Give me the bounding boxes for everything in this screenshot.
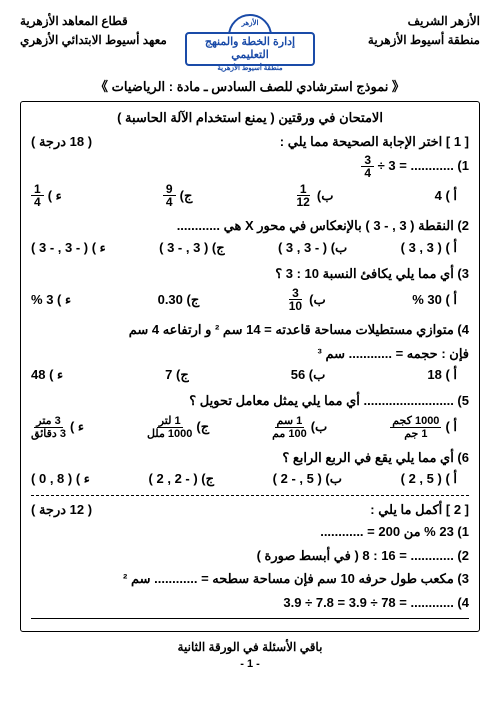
q4-opt-c: ج) 7 (165, 367, 189, 383)
exam-frame: الامتحان في ورقتين ( يمنع استخدام الآلة … (20, 101, 480, 632)
q1-options: أ ) 4 ب) 112 ج) 94 ء ) 14 (31, 183, 457, 208)
q6-options: أ ) ( 5 , 2 ) ب) ( 5 , - 2 ) ج) ( - 2 , … (31, 471, 457, 487)
q4-sub: فإن : حجمه = ............ سم ³ (31, 344, 469, 364)
section-2-marks: ( 12 درجة ) (31, 502, 92, 518)
fill-1: 1) 23 % من 200 = ............ (31, 522, 469, 542)
section-1-title: [ 1 ] اختر الإجابة الصحيحة مما يلي : (280, 134, 469, 150)
section-2-head: [ 2 ] أكمل ما يلي : ( 12 درجة ) (31, 502, 469, 518)
q3-text: 3) أي مما يلي يكافئ النسبة 10 : 3 ؟ (31, 264, 469, 284)
logo: الأزهر إدارة الخطة والمنهج التعليمي منطق… (185, 12, 315, 72)
fill-4: 4) ............ = 78 ÷ 3.9 = 7.8 ÷ 3.9 (31, 593, 469, 613)
q3-opt-a: أ ) 30 % (412, 292, 457, 308)
fill-3: 3) مكعب طول حرفه 10 سم فإن مساحة سطحه = … (31, 569, 469, 589)
doc-title: 《 نموذج استرشادي للصف السادس ـ مادة : ال… (20, 76, 480, 95)
org-line-3: قطاع المعاهد الأزهرية (20, 12, 180, 31)
section-1-marks: ( 18 درجة ) (31, 134, 92, 150)
q5-opt-d: ء ) 3 متر3 دقائق (31, 415, 84, 440)
q5-opt-a: أ ) 1000 كجم1 جم (390, 415, 457, 440)
q4-opt-a: أ ) 18 (427, 367, 457, 383)
header-right: الأزهر الشريف منطقة أسيوط الأزهرية (320, 12, 480, 50)
q2-opt-d: ء ) ( - 3 , - 3 ) (31, 240, 106, 256)
divider-solid (31, 618, 469, 619)
q6-opt-b: ب) ( 5 , - 2 ) (273, 471, 342, 487)
header-left: قطاع المعاهد الأزهرية معهد أسيوط الابتدا… (20, 12, 180, 50)
q6-opt-c: ج) ( - 2 , 2 ) (149, 471, 214, 487)
q4-text: 4) متوازي مستطيلات مساحة قاعدته = 14 سم … (31, 320, 469, 340)
q1-frac: 3 4 (361, 154, 374, 179)
logo-banner: إدارة الخطة والمنهج التعليمي (185, 32, 315, 66)
section-2-title: [ 2 ] أكمل ما يلي : (370, 502, 469, 518)
header: الأزهر الشريف منطقة أسيوط الأزهرية الأزه… (20, 12, 480, 72)
q6-text: 6) أي مما يلي يقع في الربع الرابع ؟ (31, 448, 469, 468)
q2-opt-b: ب) ( - 3 , 3 ) (278, 240, 347, 256)
fill-2: 2) ............ = 16 : 8 ( في أبسط صورة … (31, 546, 469, 566)
q5-text: 5) ......................... أي مما يلي … (31, 391, 469, 411)
q1-opt-c: ج) 94 (163, 183, 192, 208)
q6-opt-a: أ ) ( 5 , 2 ) (401, 471, 457, 487)
org-line-1: الأزهر الشريف (320, 12, 480, 31)
q6-opt-d: ء ) ( 8 , 0 ) (31, 471, 90, 487)
q4-options: أ ) 18 ب) 56 ج) 7 ء ) 48 (31, 367, 457, 383)
q3-opt-d: ء ) 3 % (31, 292, 71, 308)
q1: 1) ............ = 3 ÷ 3 4 (31, 154, 469, 179)
org-line-4: معهد أسيوط الابتدائي الأزهري (20, 31, 180, 50)
section-1-head: [ 1 ] اختر الإجابة الصحيحة مما يلي : ( 1… (31, 134, 469, 150)
exam-title: الامتحان في ورقتين ( يمنع استخدام الآلة … (31, 110, 469, 126)
q5-opt-b: ب) 1 سم100 مم (272, 415, 327, 440)
q1-opt-a: أ ) 4 (435, 188, 457, 204)
q3-opt-b: ب) 310 (286, 287, 326, 312)
header-center: الأزهر إدارة الخطة والمنهج التعليمي منطق… (180, 12, 320, 72)
q2-opt-a: أ ) ( 3 , 3 ) (401, 240, 457, 256)
footer-note: باقي الأسئلة في الورقة الثانية (20, 640, 480, 654)
page-number: - 1 - (20, 658, 480, 670)
q1-opt-b: ب) 112 (294, 183, 334, 208)
q4-opt-d: ء ) 48 (31, 367, 63, 383)
divider-dashed (31, 495, 469, 496)
q2-opt-c: ج) ( 3 , - 3 ) (159, 240, 224, 256)
q3-opt-c: ج) 0.30 (158, 292, 200, 308)
q2-options: أ ) ( 3 , 3 ) ب) ( - 3 , 3 ) ج) ( 3 , - … (31, 240, 457, 256)
q4-opt-b: ب) 56 (291, 367, 326, 383)
q5-options: أ ) 1000 كجم1 جم ب) 1 سم100 مم ج) 1 لتر1… (31, 415, 457, 440)
q1-opt-d: ء ) 14 (31, 183, 62, 208)
q1-text: 1) ............ = 3 ÷ (378, 158, 469, 173)
q3-options: أ ) 30 % ب) 310 ج) 0.30 ء ) 3 % (31, 287, 457, 312)
q2-text: 2) النقطة ( 3 , - 3 ) بالإنعكاس في محور … (31, 216, 469, 236)
q5-opt-c: ج) 1 لتر1000 ملل (147, 415, 209, 440)
org-line-2: منطقة أسيوط الأزهرية (320, 31, 480, 50)
logo-sub: منطقة أسيوط الأزهرية (185, 64, 315, 72)
